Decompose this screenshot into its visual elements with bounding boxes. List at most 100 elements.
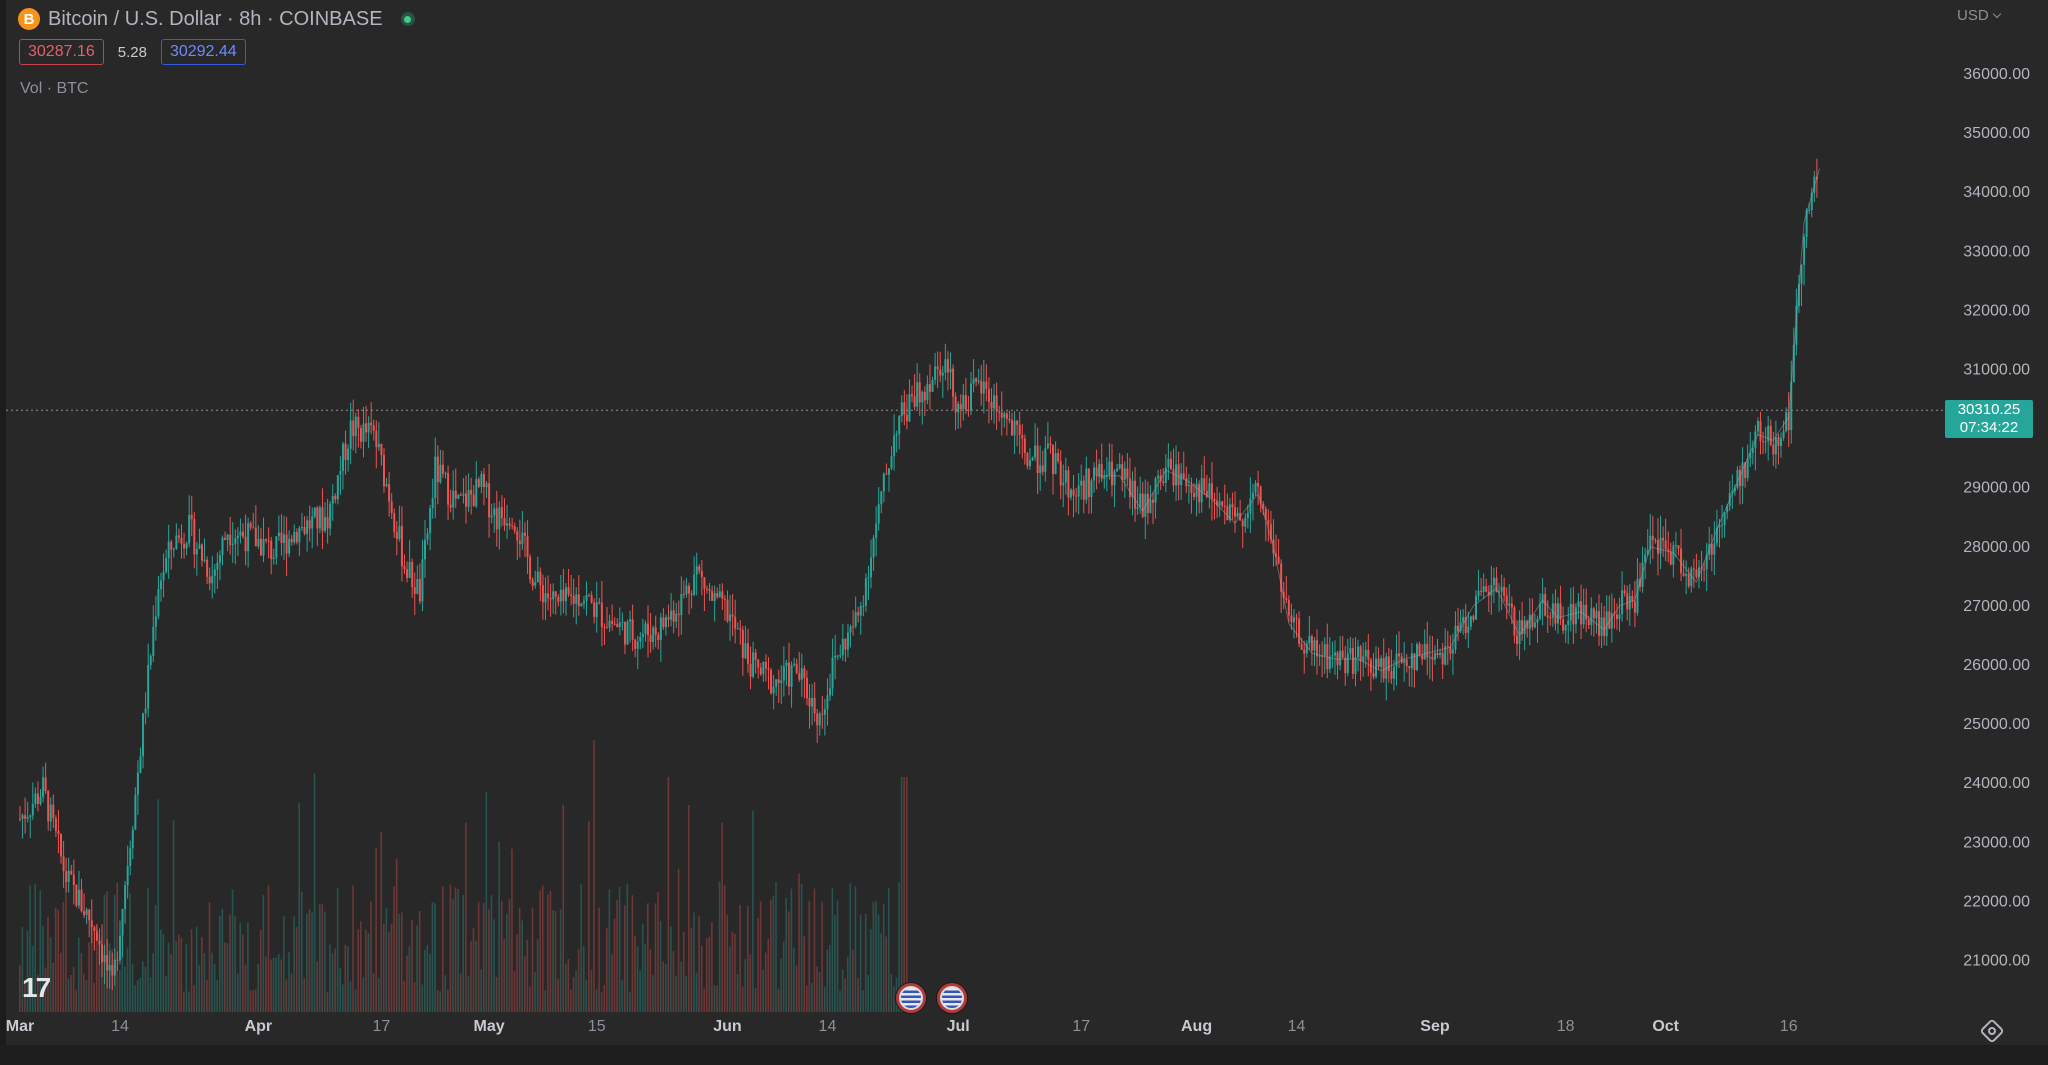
candle-body bbox=[1364, 649, 1367, 657]
candle-body bbox=[267, 540, 270, 542]
candle-body bbox=[526, 535, 529, 557]
candle-body bbox=[649, 635, 652, 642]
candle-body bbox=[788, 662, 790, 687]
candle-body bbox=[60, 833, 63, 857]
candle-body bbox=[972, 378, 975, 384]
candle-body bbox=[1080, 480, 1083, 486]
candle-body bbox=[311, 516, 314, 529]
volume-bar bbox=[218, 915, 221, 1012]
candle-body bbox=[1667, 549, 1670, 552]
candle-body bbox=[288, 538, 291, 554]
candle-body bbox=[898, 415, 901, 435]
volume-bar bbox=[859, 914, 862, 1012]
volume-legend[interactable]: Vol · BTC bbox=[20, 80, 89, 97]
candle-body bbox=[928, 384, 931, 392]
candle-body bbox=[167, 541, 170, 559]
candle-body bbox=[1554, 603, 1557, 624]
candle-body bbox=[839, 655, 842, 657]
volume-bar bbox=[70, 975, 72, 1012]
price-axis[interactable]: 21000.00 22000.00 23000.00 24000.00 25000.00… bbox=[1963, 66, 2030, 970]
candle-body bbox=[1185, 478, 1188, 487]
candle-body bbox=[334, 495, 337, 500]
candle-body bbox=[1011, 420, 1014, 436]
bar-countdown: 07:34:22 bbox=[1959, 419, 2019, 436]
candle-body bbox=[1285, 597, 1288, 600]
candle-body bbox=[395, 531, 398, 540]
volume-bar bbox=[703, 988, 706, 1012]
symbol-header[interactable]: B Bitcoin / U.S. Dollar · 8h · COINBASE bbox=[18, 6, 415, 32]
volume-bar bbox=[472, 927, 475, 1012]
candle-body bbox=[1774, 436, 1777, 455]
volume-bar bbox=[126, 948, 129, 1012]
volume-bar bbox=[511, 848, 513, 1012]
symbol-title[interactable]: Bitcoin / U.S. Dollar · 8h · COINBASE bbox=[48, 7, 383, 30]
volume-bar bbox=[265, 956, 267, 1012]
volume-bar bbox=[147, 887, 149, 1012]
volume-bar bbox=[482, 902, 485, 1012]
candle-body bbox=[1580, 601, 1583, 625]
candle-body bbox=[985, 381, 988, 389]
status-dot-icon[interactable] bbox=[400, 12, 415, 26]
volume-bar bbox=[67, 978, 70, 1012]
candle-body bbox=[1685, 574, 1688, 576]
volume-bar bbox=[175, 941, 177, 1012]
volume-bar bbox=[805, 985, 808, 1012]
volume-bar bbox=[667, 776, 670, 1012]
candle-body bbox=[606, 627, 609, 629]
candle-body bbox=[1264, 508, 1267, 520]
candle-body bbox=[277, 532, 280, 537]
candle-body bbox=[726, 599, 729, 622]
candle-body bbox=[1797, 283, 1800, 307]
volume-bar bbox=[816, 966, 818, 1012]
candle-body bbox=[1095, 467, 1098, 476]
candle-body bbox=[1569, 604, 1572, 621]
volume-bar bbox=[316, 961, 318, 1012]
volume-bar bbox=[431, 901, 434, 1012]
bid-price[interactable]: 30287.16 bbox=[19, 39, 104, 65]
candle-body bbox=[80, 889, 83, 912]
candle-body bbox=[1759, 421, 1762, 442]
volume-bar bbox=[772, 895, 775, 1012]
volume-bar bbox=[762, 969, 764, 1012]
tradingview-logo[interactable]: 17 bbox=[22, 972, 51, 1003]
us-flag-icon[interactable] bbox=[937, 983, 967, 1013]
ask-price[interactable]: 30292.44 bbox=[160, 39, 246, 65]
volume-bar bbox=[808, 900, 811, 1012]
time-axis[interactable]: Mar 14 Apr 17 May 15 Jun 14 Jul 17 Aug 14 Sep 18 Oct 16 bbox=[6, 1018, 1798, 1035]
volume-bar bbox=[818, 972, 821, 1012]
candle-body bbox=[1549, 617, 1552, 619]
candle-body bbox=[657, 634, 660, 640]
candle-body bbox=[1787, 412, 1790, 430]
candle-body bbox=[54, 818, 57, 831]
candle-body bbox=[1664, 540, 1667, 550]
candle-body bbox=[700, 571, 703, 578]
candle-body bbox=[1134, 480, 1137, 509]
candle-body bbox=[575, 594, 578, 604]
candle-body bbox=[1544, 594, 1547, 616]
candle-body bbox=[585, 595, 588, 601]
candle-body bbox=[900, 402, 903, 416]
candle-body bbox=[388, 484, 391, 502]
candle-body bbox=[623, 622, 626, 645]
candle-body bbox=[31, 803, 34, 816]
candle-body bbox=[431, 498, 434, 509]
candle-body bbox=[1690, 568, 1693, 587]
volume-bar bbox=[85, 980, 88, 1012]
candle-body bbox=[477, 479, 480, 487]
candle-body bbox=[1800, 264, 1803, 284]
volume-bar bbox=[639, 970, 641, 1012]
currency-select[interactable]: USD bbox=[1957, 7, 2001, 24]
candle-body bbox=[616, 623, 619, 628]
volume-bar bbox=[577, 949, 580, 1012]
candle-body bbox=[34, 793, 37, 804]
volume-bar bbox=[226, 943, 229, 1012]
us-flag-icon[interactable] bbox=[896, 983, 926, 1013]
candle-body bbox=[1495, 577, 1498, 593]
volume-bar bbox=[285, 979, 288, 1012]
time-tick-label: Aug bbox=[1181, 1018, 1212, 1035]
volume-bar bbox=[349, 981, 352, 1012]
candle-body bbox=[1792, 344, 1795, 382]
volume-bar bbox=[503, 938, 506, 1012]
